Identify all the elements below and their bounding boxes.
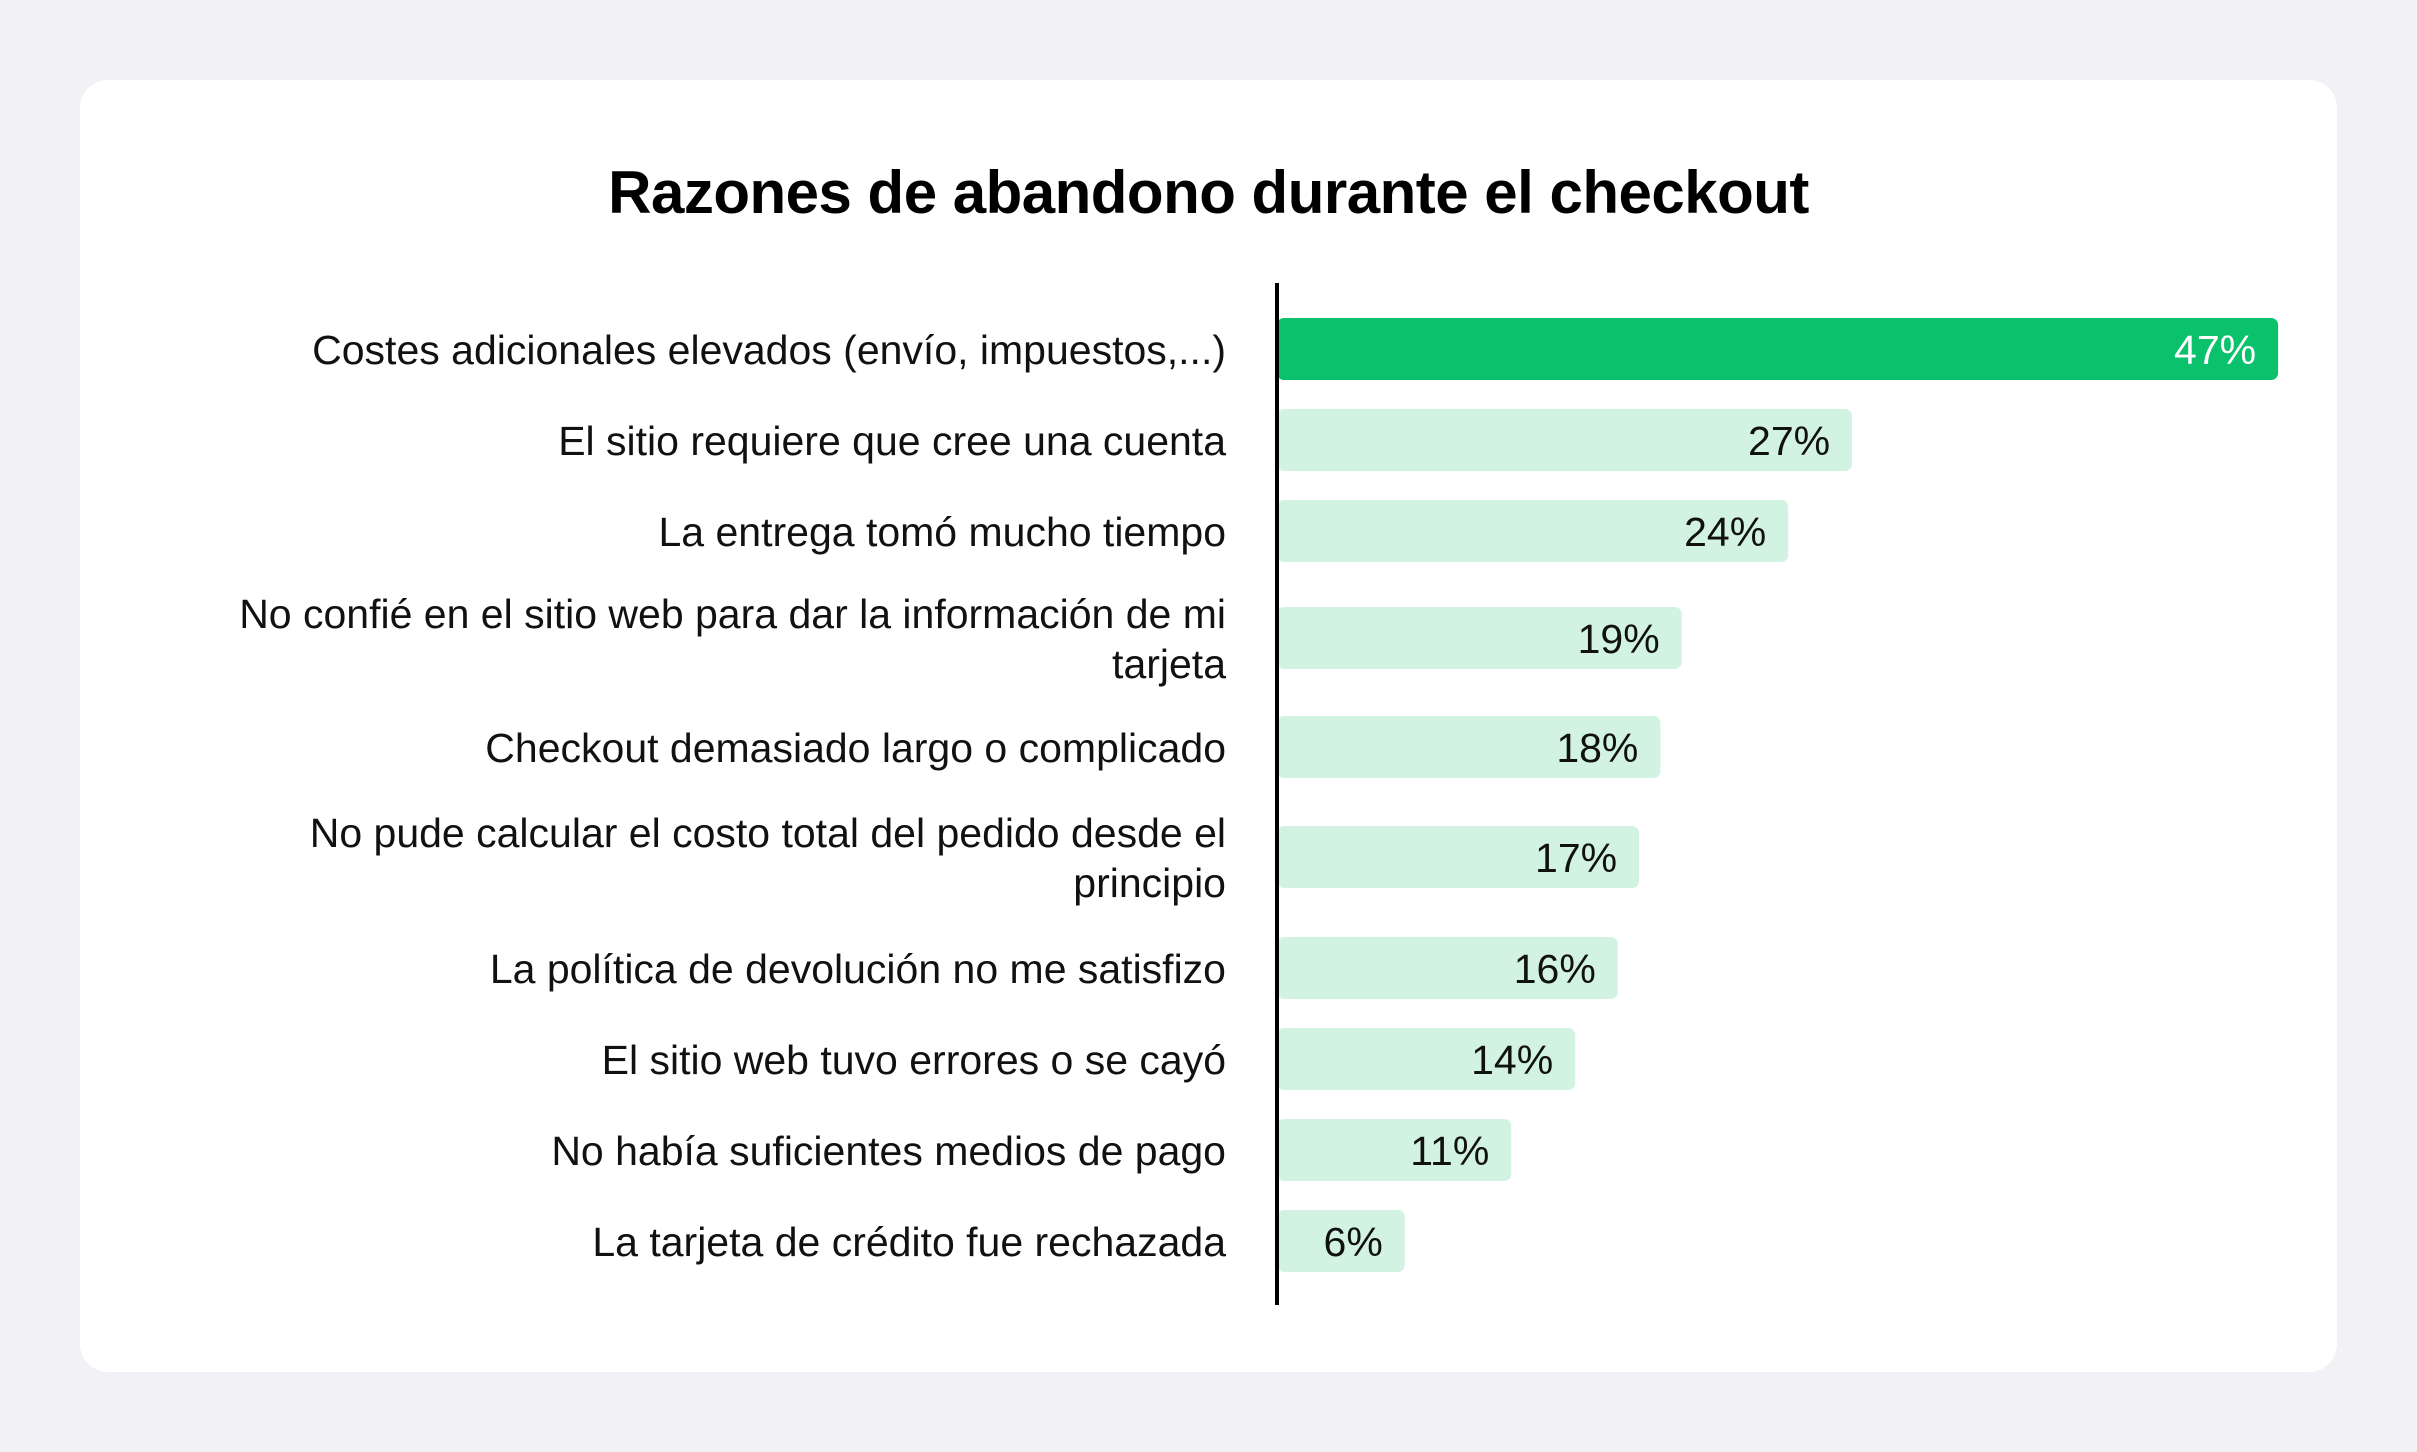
category-label: No pude calcular el costo total del pedi… xyxy=(310,810,1226,856)
bar xyxy=(1277,500,1789,562)
bar xyxy=(1277,1210,1405,1272)
category-label: La política de devolución no me satisfiz… xyxy=(490,946,1226,992)
category-label: El sitio web tuvo errores o se cayó xyxy=(602,1037,1226,1083)
chart-card xyxy=(80,80,2337,1372)
bar-value-label: 6% xyxy=(1324,1219,1383,1265)
bar xyxy=(1277,1028,1576,1090)
bar-value-label: 14% xyxy=(1471,1037,1553,1083)
bar-value-label: 16% xyxy=(1514,946,1596,992)
category-label: La entrega tomó mucho tiempo xyxy=(659,509,1227,555)
bar xyxy=(1277,716,1661,778)
bar xyxy=(1277,826,1640,888)
bar xyxy=(1277,318,2279,380)
bar-value-label: 27% xyxy=(1748,418,1830,464)
chart-title: Razones de abandono durante el checkout xyxy=(608,159,1809,226)
bar xyxy=(1277,409,1853,471)
category-label: El sitio requiere que cree una cuenta xyxy=(558,418,1226,464)
bar-value-label: 47% xyxy=(2174,327,2256,373)
bar xyxy=(1277,937,1618,999)
bar-value-label: 17% xyxy=(1535,835,1617,881)
bar xyxy=(1277,607,1682,669)
category-label: No confié en el sitio web para dar la in… xyxy=(239,591,1226,637)
category-label: Checkout demasiado largo o complicado xyxy=(485,725,1226,771)
category-label: tarjeta xyxy=(1112,641,1226,687)
category-label: La tarjeta de crédito fue rechazada xyxy=(592,1219,1226,1265)
category-label: Costes adicionales elevados (envío, impu… xyxy=(312,327,1226,373)
category-label: principio xyxy=(1073,860,1226,906)
bar-value-label: 24% xyxy=(1684,509,1766,555)
bar xyxy=(1277,1119,1512,1181)
bar-value-label: 19% xyxy=(1578,616,1660,662)
bar-value-label: 18% xyxy=(1556,725,1638,771)
bar-value-label: 11% xyxy=(1410,1128,1489,1174)
category-label: No había suficientes medios de pago xyxy=(551,1128,1226,1174)
